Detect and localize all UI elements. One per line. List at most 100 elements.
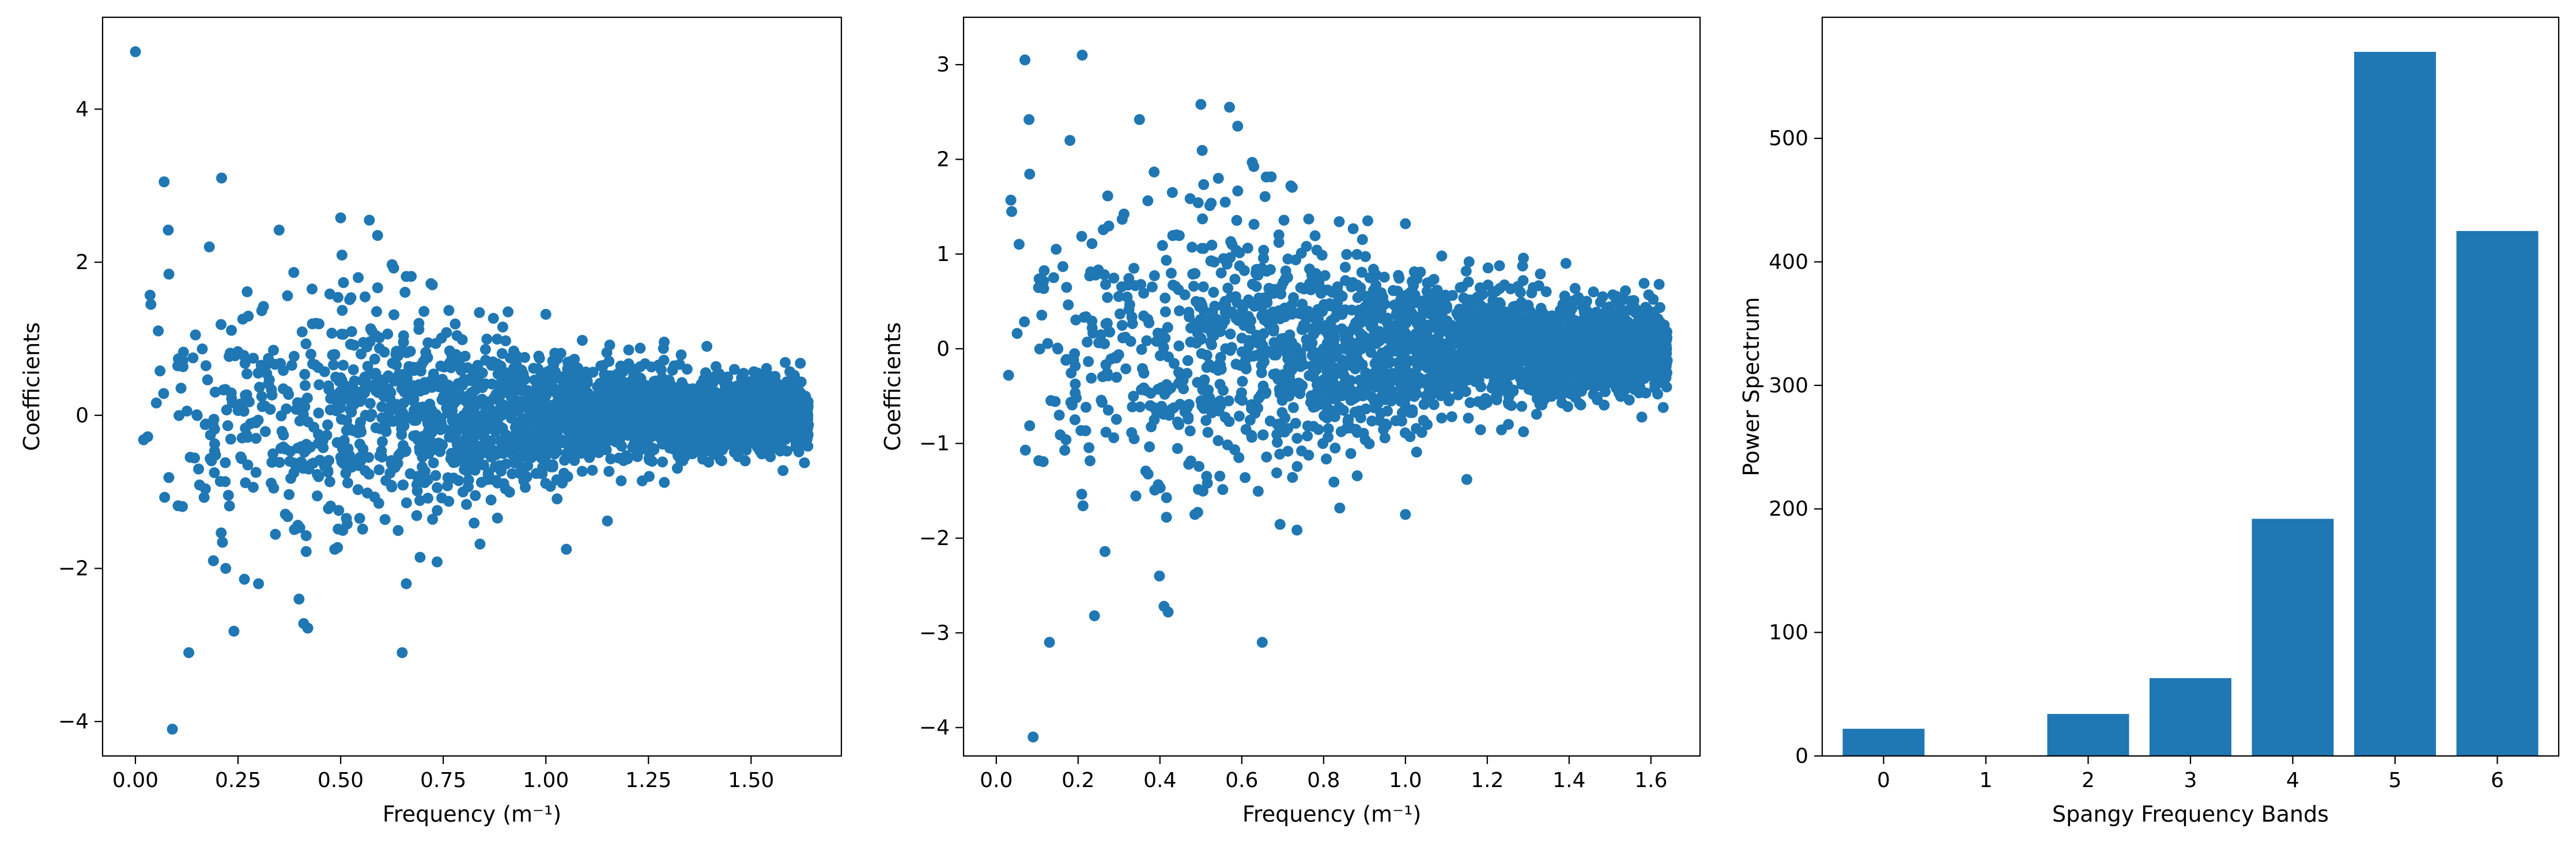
scatter-point <box>1357 234 1368 245</box>
scatter-point <box>372 282 383 293</box>
scatter-point <box>549 448 560 460</box>
scatter-point <box>386 481 398 493</box>
scatter-point <box>1183 459 1195 470</box>
scatter-point <box>296 456 307 468</box>
scatter-point <box>145 298 157 310</box>
scatter-point <box>365 368 377 379</box>
scatter-point <box>576 466 588 477</box>
scatter-point <box>1188 281 1199 292</box>
scatter-point <box>322 467 334 478</box>
scatter-point <box>1149 167 1160 177</box>
scatter-point <box>276 426 288 437</box>
scatter-point <box>1215 364 1227 375</box>
scatter-point <box>657 456 668 468</box>
scatter-point <box>1173 340 1185 351</box>
scatter-point <box>1099 546 1111 557</box>
scatter-point <box>1038 265 1050 277</box>
scatter-point <box>1327 286 1338 298</box>
scatter-point <box>760 443 772 455</box>
scatter-point <box>336 249 348 261</box>
scatter-point <box>1183 413 1194 425</box>
scatter-point <box>384 467 396 479</box>
scatter-point <box>1358 428 1369 439</box>
scatter-point <box>534 353 545 364</box>
scatter-point <box>503 306 514 317</box>
scatter-point <box>1566 303 1578 315</box>
scatter-point <box>787 394 799 406</box>
scatter-point <box>684 394 696 405</box>
scatter-point <box>1321 453 1332 465</box>
scatter-point <box>373 332 385 343</box>
scatter-point <box>138 434 149 445</box>
scatter-point <box>565 421 577 433</box>
scatter-point <box>199 419 211 430</box>
scatter-point <box>1083 356 1094 367</box>
scatter-point <box>1256 360 1267 371</box>
scatter-point <box>623 344 634 356</box>
scatter-point <box>456 334 468 346</box>
scatter-point <box>1476 306 1487 317</box>
scatter-point <box>424 402 435 414</box>
scatter-point <box>675 349 687 361</box>
scatter-point <box>1636 411 1648 423</box>
scatter-point <box>163 472 175 483</box>
scatter-point <box>307 283 318 295</box>
scatter-point <box>1260 387 1272 398</box>
scatter-point <box>1518 252 1529 264</box>
scatter-point <box>352 484 364 496</box>
scatter-point <box>255 360 267 371</box>
scatter-point <box>658 354 670 366</box>
scatter-point <box>773 391 784 402</box>
scatter-point <box>296 326 308 338</box>
scatter-point <box>594 420 605 432</box>
scatter-point <box>640 392 652 403</box>
scatter-point <box>1291 524 1303 536</box>
scatter-point <box>1195 395 1207 407</box>
scatter-points <box>1003 50 1673 743</box>
scatter-point <box>502 433 513 444</box>
plot-frame <box>101 16 843 757</box>
scatter-point <box>722 371 734 383</box>
scatter-point <box>1370 279 1382 291</box>
scatter-point <box>1283 349 1295 360</box>
scatter-point <box>1528 282 1539 293</box>
scatter-point <box>226 324 237 336</box>
scatter-point <box>763 388 775 399</box>
scatter-point <box>1049 396 1061 407</box>
scatter-point <box>770 377 782 388</box>
scatter-point <box>418 306 430 317</box>
scatter-point <box>1345 448 1357 459</box>
scatter-point <box>551 474 562 486</box>
scatter-point <box>1351 249 1363 260</box>
scatter-point <box>1077 500 1089 512</box>
scatter-point <box>1581 296 1592 307</box>
scatter-point <box>1053 410 1065 421</box>
scatter-point <box>576 335 588 346</box>
scatter-point <box>1166 403 1177 415</box>
x-tick-label: 0.00 <box>112 769 158 792</box>
scatter-point <box>625 415 637 426</box>
scatter-point <box>1460 266 1472 277</box>
scatter-point <box>216 527 227 539</box>
scatter-point <box>382 328 394 340</box>
scatter-point <box>468 396 479 408</box>
scatter-point <box>497 322 508 333</box>
scatter-point <box>1108 273 1120 284</box>
scatter-point <box>1161 255 1172 266</box>
scatter-point <box>610 436 622 448</box>
scatter-point <box>1011 328 1023 339</box>
scatter-point <box>259 426 271 437</box>
scatter-point <box>292 520 304 531</box>
scatter-point <box>759 370 770 381</box>
scatter-point <box>1399 427 1411 438</box>
scatter-point <box>519 351 530 363</box>
scatter-point <box>765 451 776 463</box>
scatter-point <box>602 397 613 409</box>
scatter-point <box>1198 179 1210 190</box>
scatter-point <box>757 411 768 422</box>
scatter-point <box>282 290 293 301</box>
scatter-point <box>1234 310 1246 322</box>
scatter-point <box>536 387 547 398</box>
scatter-point <box>425 428 436 440</box>
scatter-point <box>1393 273 1405 284</box>
